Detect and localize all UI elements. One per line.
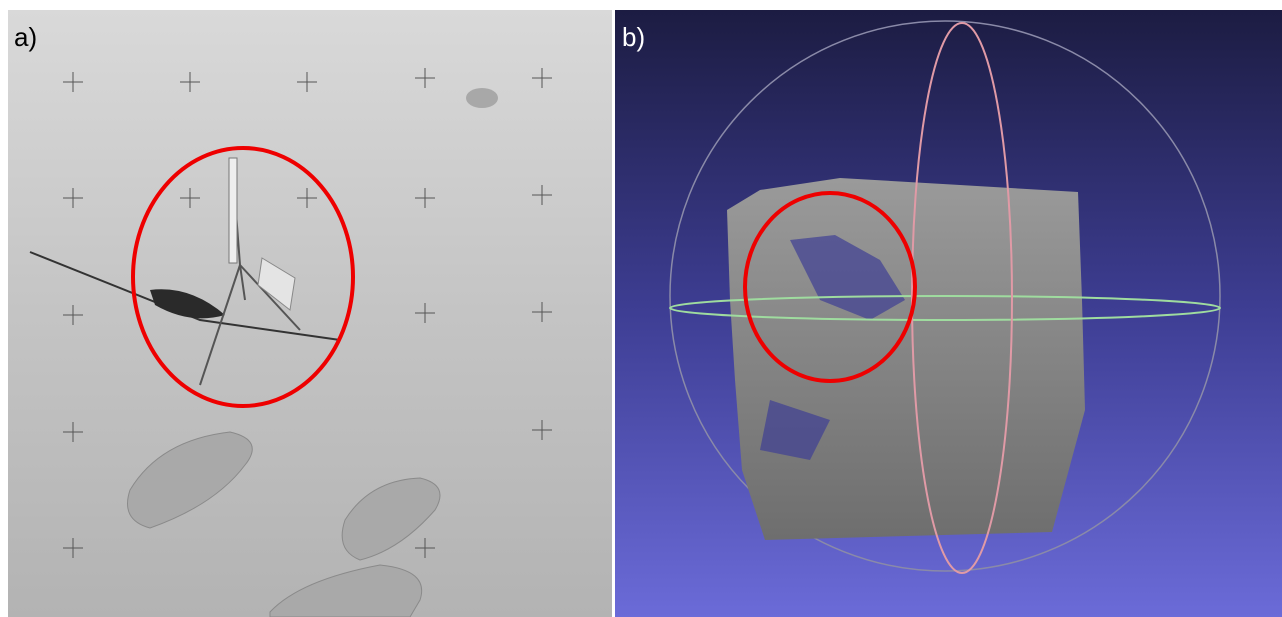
mast — [229, 158, 237, 263]
crater — [466, 88, 498, 108]
figure: a) b) — [0, 0, 1282, 617]
panel-label: a) — [14, 22, 37, 52]
panel-label: b) — [622, 22, 645, 52]
point-cloud — [727, 178, 1085, 540]
panel-b: b) — [615, 10, 1282, 617]
lunar-photo — [8, 10, 612, 617]
panel-a: a) — [8, 10, 612, 617]
